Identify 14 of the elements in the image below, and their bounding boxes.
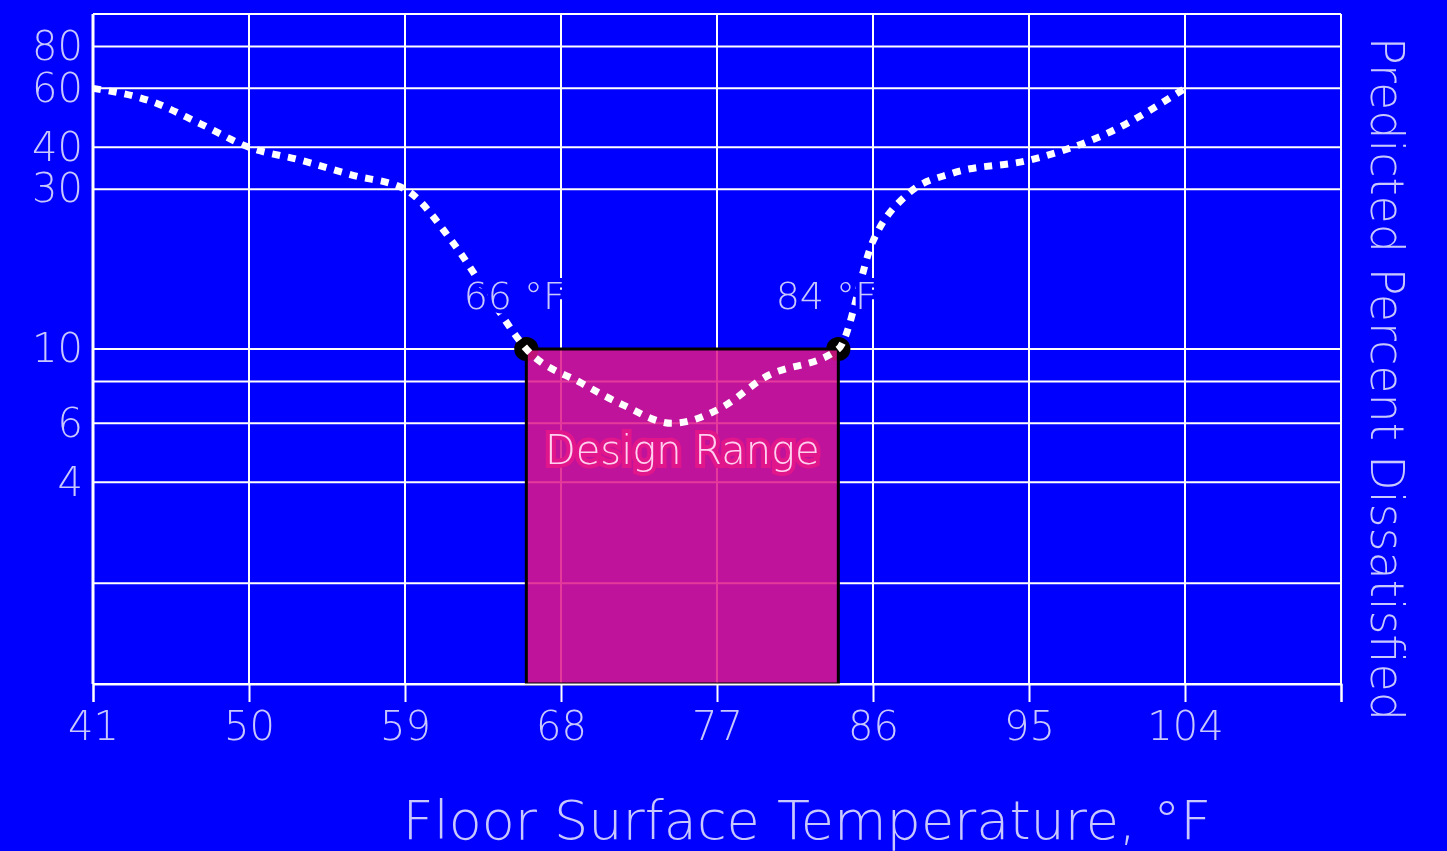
x-tick-label: 50 <box>224 703 275 750</box>
x-tick-label: 86 <box>848 703 899 750</box>
x-axis-title: Floor Surface Temperature, °F <box>402 789 1212 851</box>
y-tick-label: 6 <box>57 399 83 446</box>
x-tick-label: 68 <box>536 703 587 750</box>
y-axis-title: Predicted Percent Dissatisfied <box>1360 37 1414 721</box>
x-tick-label: 59 <box>380 703 431 750</box>
x-tick-label: 77 <box>692 703 743 750</box>
x-tick-label: 104 <box>1147 703 1224 750</box>
series-label: Design Range <box>544 427 820 473</box>
y-tick-label: 10 <box>32 325 83 372</box>
y-tick-label: 4 <box>57 458 83 505</box>
x-tick-label: 95 <box>1004 703 1055 750</box>
x-tick-label: 41 <box>68 703 119 750</box>
